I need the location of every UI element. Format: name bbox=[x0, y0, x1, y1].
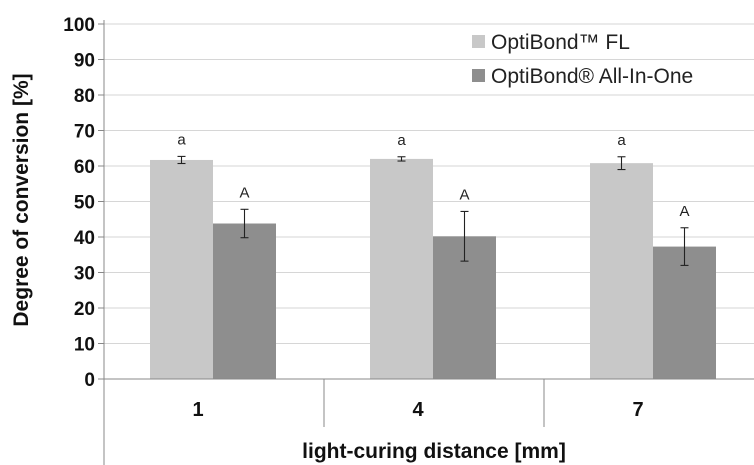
y-tick-label: 50 bbox=[74, 193, 95, 214]
bar-optibond-aio-7 bbox=[653, 246, 716, 379]
legend-swatch-optibond-aio bbox=[472, 69, 485, 82]
bar-optibond-fl-7 bbox=[590, 163, 653, 379]
legend: OptiBond™ FL OptiBond® All-In-One bbox=[472, 31, 693, 88]
y-tick-labels: 0 10 20 30 40 50 60 70 80 90 100 bbox=[63, 15, 95, 391]
x-category-label: 1 bbox=[192, 399, 203, 421]
significance-label: a bbox=[177, 131, 186, 148]
significance-label: a bbox=[397, 132, 406, 149]
y-tick-label: 90 bbox=[74, 51, 95, 72]
y-tick-label: 30 bbox=[74, 264, 95, 285]
y-tick-label: 100 bbox=[63, 15, 95, 36]
bars bbox=[150, 158, 716, 379]
x-category-labels: 1 4 7 bbox=[192, 399, 643, 421]
legend-swatch-optibond-fl bbox=[472, 35, 485, 48]
significance-label: A bbox=[239, 184, 249, 201]
error-bars bbox=[177, 155, 689, 266]
x-category-label: 4 bbox=[412, 399, 424, 421]
y-tick-label: 80 bbox=[74, 86, 95, 107]
legend-label-optibond-fl: OptiBond™ FL bbox=[491, 31, 630, 54]
bar-optibond-fl-4 bbox=[370, 158, 433, 379]
x-axis-title: light-curing distance [mm] bbox=[302, 440, 566, 463]
x-category-label: 7 bbox=[632, 399, 643, 421]
y-tick-label: 70 bbox=[74, 122, 95, 143]
y-tick-label: 20 bbox=[74, 299, 95, 320]
significance-label: a bbox=[617, 132, 626, 149]
axes bbox=[103, 20, 754, 465]
y-tick-label: 60 bbox=[74, 157, 95, 178]
legend-label-optibond-aio: OptiBond® All-In-One bbox=[491, 65, 693, 88]
significance-labels: a Aa Aa A bbox=[177, 131, 689, 219]
y-axis-title: Degree of conversion [%] bbox=[10, 73, 33, 326]
bar-optibond-aio-1 bbox=[213, 223, 276, 379]
y-tick-label: 40 bbox=[74, 228, 95, 249]
bar-optibond-fl-1 bbox=[150, 159, 213, 379]
y-tick-label: 10 bbox=[74, 335, 95, 356]
significance-label: A bbox=[459, 186, 469, 203]
y-tick-label: 0 bbox=[84, 370, 95, 391]
significance-label: A bbox=[679, 203, 689, 220]
